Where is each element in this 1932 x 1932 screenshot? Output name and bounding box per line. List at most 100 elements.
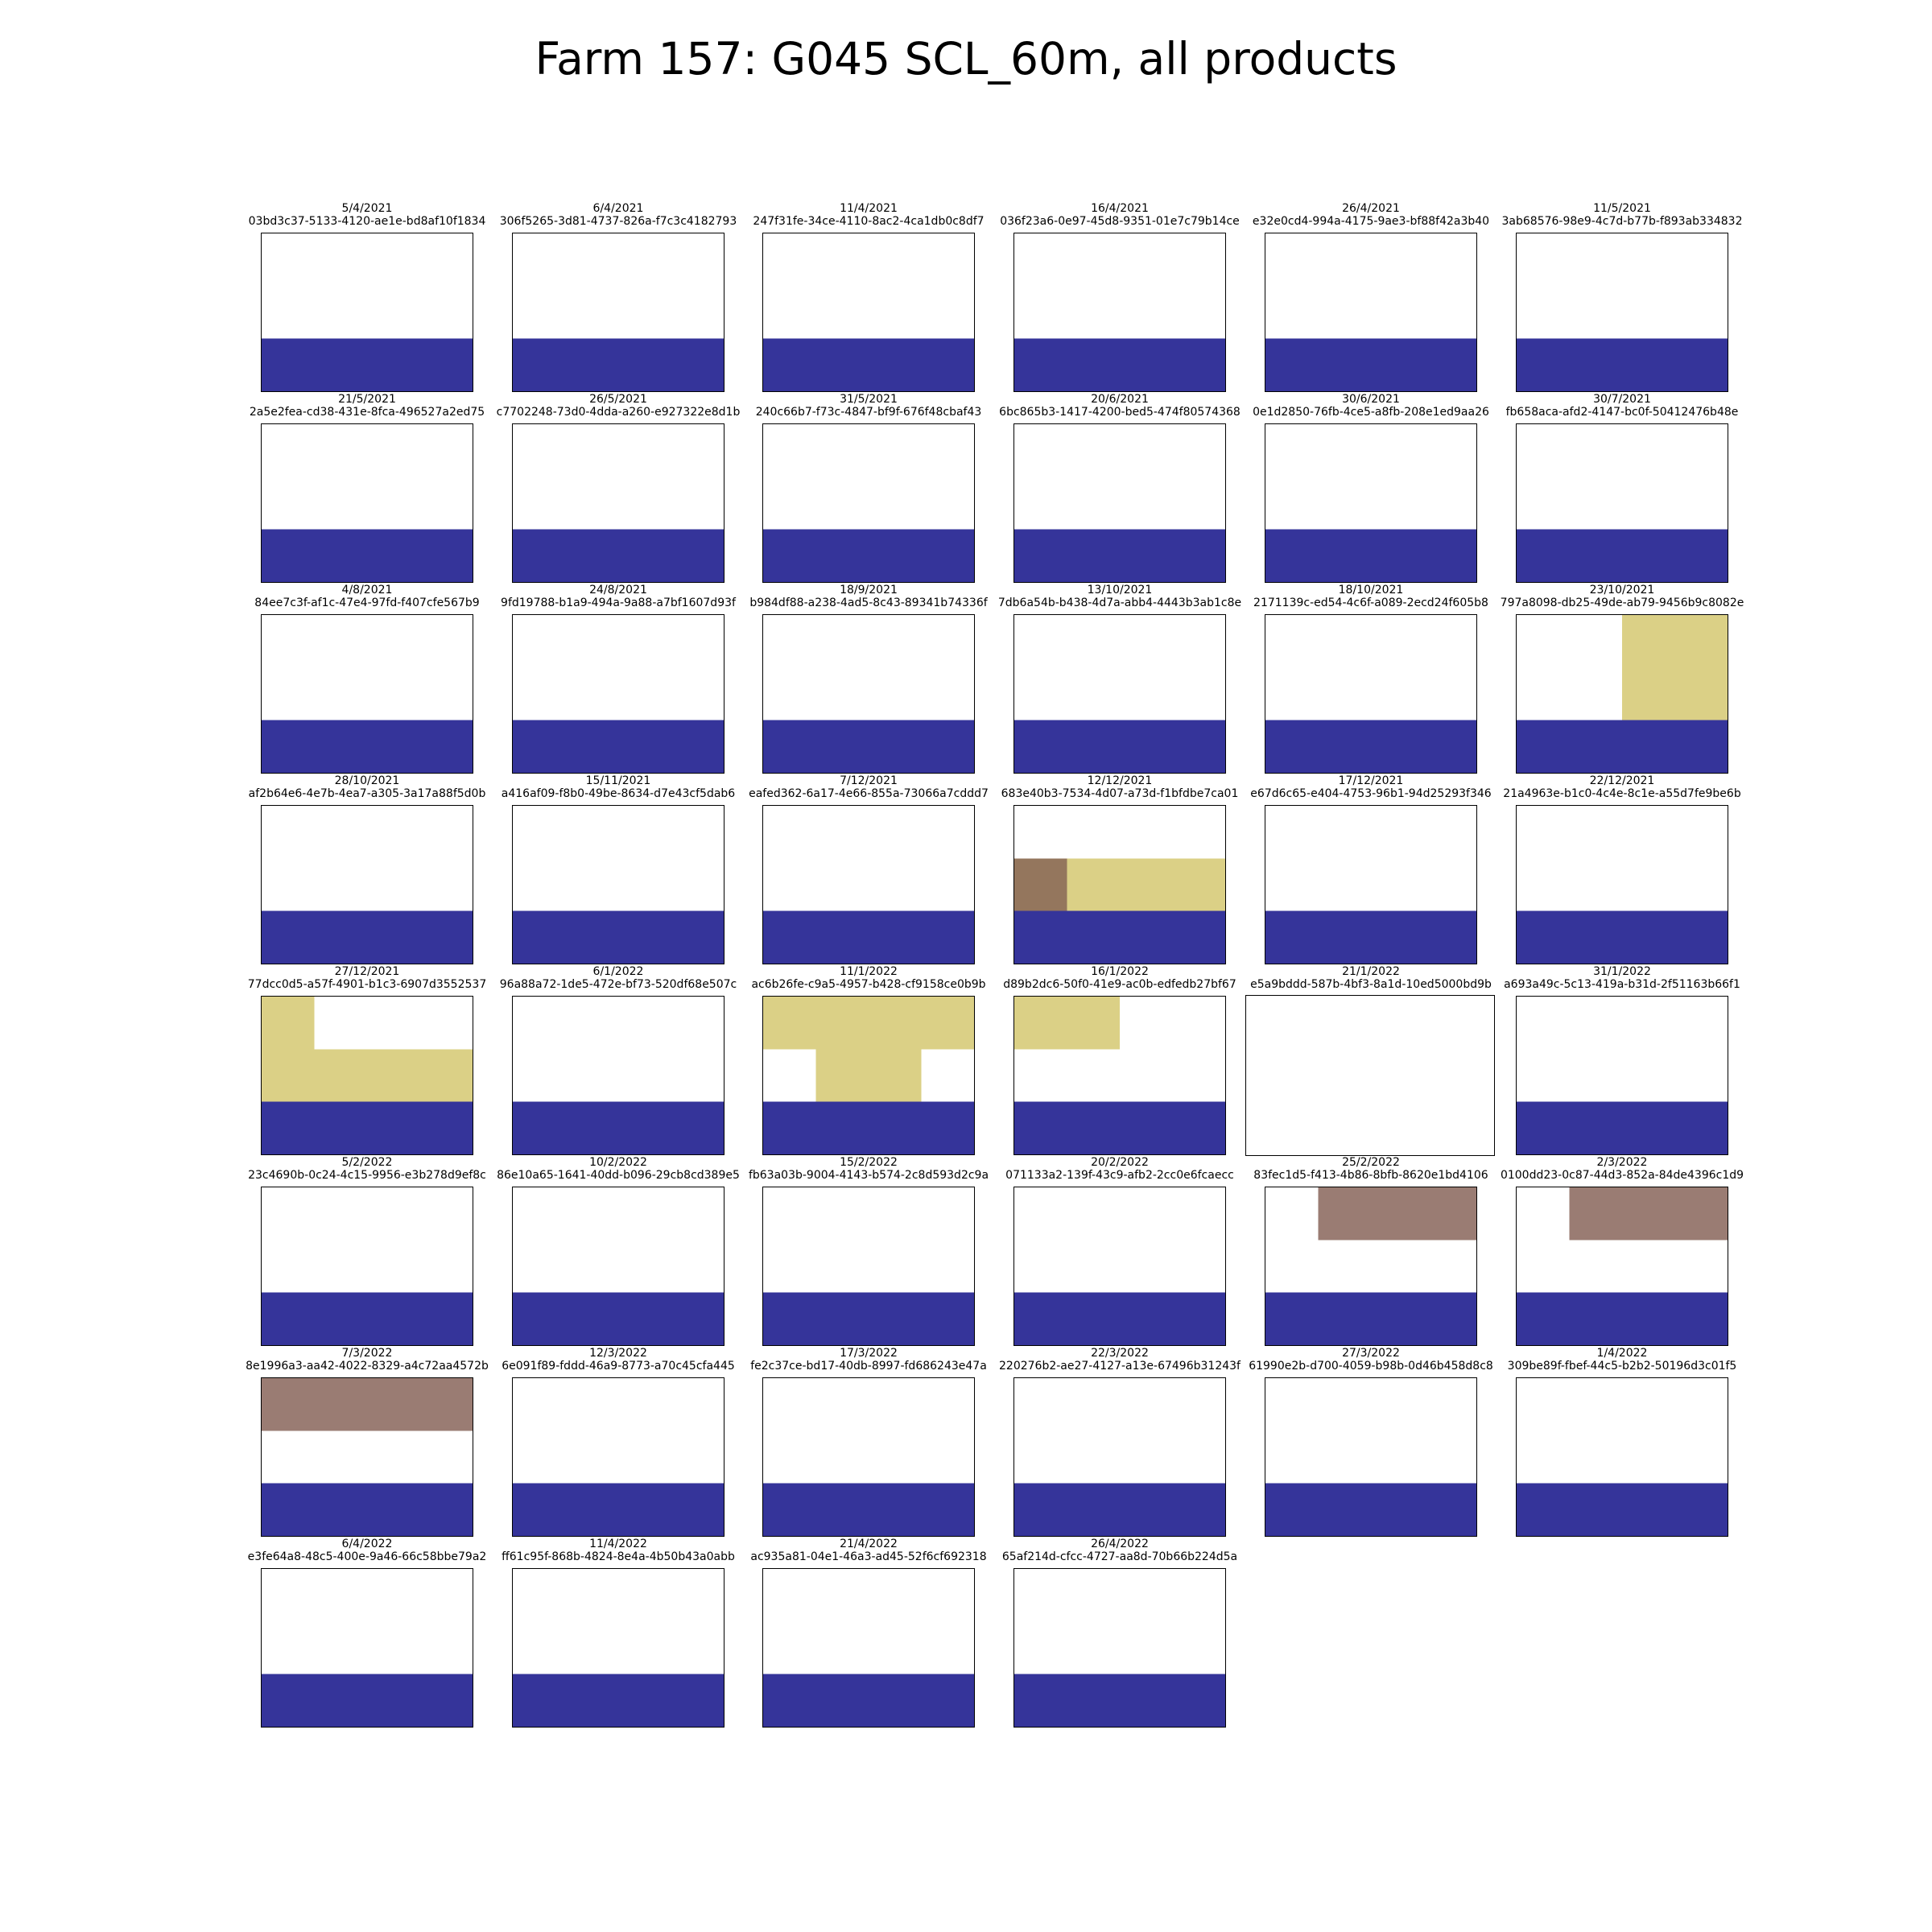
pixel-cell [618,1240,672,1294]
pixel-cell [1172,667,1225,721]
pixel-cell [1674,806,1728,860]
pixel-cell [671,997,724,1051]
pixel-cell [815,233,870,287]
panel-image [262,1569,473,1727]
pixel-cell [367,424,421,478]
pixel-cell [1674,615,1728,669]
panel-axes [512,423,724,583]
pixel-cell [1120,1378,1174,1432]
pixel-cell [367,1621,421,1675]
pixel-cell [1517,997,1571,1051]
panel-image [1265,424,1476,582]
pixel-cell [419,806,473,860]
pixel-cell [513,477,567,530]
pixel-cell [1622,1049,1676,1103]
panel-axes [762,233,975,392]
pixel-cell [367,997,421,1051]
pixel-cell [1371,477,1425,530]
pixel-cell [314,338,369,391]
pixel-cell [1371,286,1425,340]
pixel-cell [367,615,421,669]
pixel-cell [1014,1378,1068,1432]
pixel-cell [763,910,817,964]
panel-id-label: a416af09-f8b0-49be-8634-d7e43cf5dab6 [501,787,736,800]
pixel-cell [513,1569,567,1623]
pixel-cell [1014,1240,1068,1294]
panel-image [763,424,974,582]
panel-id-label: 9fd19788-b1a9-494a-9a88-a7bf1607d93f [501,597,736,609]
pixel-cell [1517,1378,1571,1432]
pixel-cell [1318,529,1373,582]
pixel-cell [262,1378,316,1432]
pixel-cell [314,1292,369,1345]
pixel-cell [869,615,923,669]
pixel-cell [671,806,724,860]
pixel-cell [1370,996,1434,1051]
panel-image [763,1569,974,1727]
pixel-cell [314,1101,369,1154]
pixel-cell [869,667,923,721]
pixel-cell [1674,1240,1728,1294]
pixel-cell [1370,1102,1434,1155]
pixel-cell [1423,286,1476,340]
panel-axes [1516,614,1728,774]
pixel-cell [1318,1240,1373,1294]
pixel-cell [671,529,724,582]
pixel-cell [1172,1621,1225,1675]
pixel-cell [1014,1674,1068,1727]
panel-image [262,615,473,773]
pixel-cell [367,529,421,582]
pixel-cell [1622,997,1676,1051]
pixel-cell [314,806,369,860]
pixel-cell [1423,858,1476,912]
pixel-cell [1674,1430,1728,1484]
panel-image [1014,1187,1225,1345]
panel-axes [1013,233,1226,392]
pixel-cell [565,667,620,721]
panel-id-label: fe2c37ce-bd17-40db-8997-fd686243e47a [750,1360,987,1373]
pixel-cell [1517,1240,1571,1294]
pixel-cell [1172,1292,1225,1345]
pixel-cell [1432,1049,1494,1104]
pixel-cell [1014,1569,1068,1623]
pixel-cell [1172,477,1225,530]
panel-date-label: 13/10/2021 [1087,584,1153,597]
pixel-cell [367,1101,421,1154]
pixel-cell [1172,1483,1225,1536]
pixel-cell [815,1483,870,1536]
pixel-cell [1423,233,1476,287]
pixel-cell [1067,1240,1121,1294]
pixel-cell [262,806,316,860]
panel-image [763,1378,974,1536]
pixel-cell [565,1292,620,1345]
panel-id-label: 240c66b7-f73c-4847-bf9f-676f48cbaf43 [755,406,982,419]
panel-axes [762,805,975,964]
pixel-cell [262,1674,316,1727]
pixel-cell [1014,1621,1068,1675]
pixel-cell [1371,1430,1425,1484]
panel-image [262,424,473,582]
pixel-cell [1265,806,1319,860]
pixel-cell [1265,858,1319,912]
pixel-cell [618,338,672,391]
pixel-cell [1067,615,1121,669]
panel-image [763,233,974,391]
pixel-cell [419,529,473,582]
pixel-cell [1674,286,1728,340]
panel-date-label: 4/8/2021 [341,584,393,597]
panel-axes [512,1568,724,1728]
pixel-cell [262,667,316,721]
pixel-cell [1517,1430,1571,1484]
pixel-cell [565,1674,620,1727]
panel-axes [762,1187,975,1346]
pixel-cell [921,1674,974,1727]
pixel-cell [1371,529,1425,582]
pixel-cell [1622,286,1676,340]
pixel-cell [419,667,473,721]
panel-id-label: 23c4690b-0c24-4c15-9956-e3b278d9ef8c [248,1169,486,1182]
pixel-cell [1120,720,1174,773]
pixel-cell [262,233,316,287]
panel-date-label: 21/4/2022 [840,1538,898,1550]
pixel-cell [1517,477,1571,530]
pixel-cell [1423,1483,1476,1536]
